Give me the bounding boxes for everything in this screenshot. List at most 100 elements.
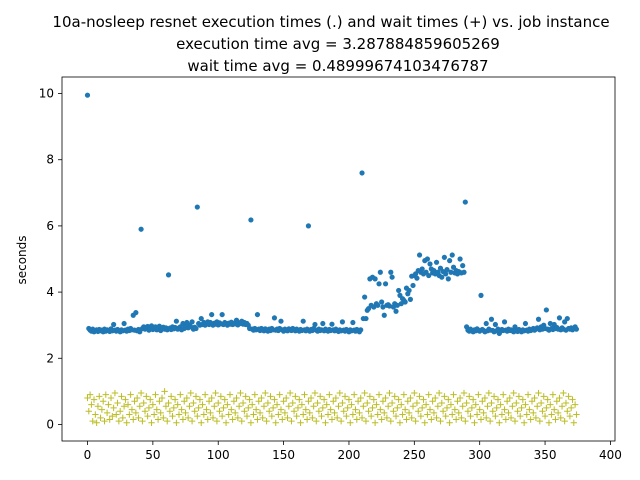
wait-time-point: [511, 417, 519, 425]
wait-time-point: [230, 398, 238, 405]
wait-time-point: [86, 391, 94, 398]
wait-time-point: [254, 416, 261, 423]
wait-time-point: [486, 417, 494, 425]
wait-time-point: [234, 414, 242, 422]
chart-title: 10a-nosleep resnet execution times (.) a…: [52, 13, 609, 75]
wait-time-point: [481, 394, 489, 402]
wait-time-point: [505, 409, 512, 417]
execution-time-point: [300, 318, 306, 324]
wait-time-point: [331, 409, 338, 417]
y-axis-label: seconds: [15, 235, 29, 284]
wait-time-point: [116, 408, 124, 415]
wait-time-point: [301, 391, 308, 398]
wait-time-point: [381, 409, 388, 417]
wait-time-point: [215, 399, 222, 407]
execution-time-point: [443, 271, 449, 277]
wait-time-point: [422, 401, 430, 408]
wait-time-point: [221, 396, 228, 403]
wait-time-point: [126, 411, 133, 418]
wait-time-point: [313, 417, 320, 425]
plot-area: [62, 77, 615, 441]
wait-time-point: [528, 398, 536, 405]
execution-time-point: [426, 272, 432, 279]
wait-time-point: [361, 389, 368, 397]
execution-time-point: [427, 261, 433, 267]
wait-time-point: [292, 393, 299, 400]
wait-time-point: [277, 406, 285, 413]
wait-time-point: [235, 403, 243, 410]
wait-time-point: [268, 412, 276, 420]
wait-time-point: [154, 416, 162, 423]
wait-time-point: [549, 391, 557, 398]
wait-time-point: [284, 414, 291, 422]
wait-time-point: [237, 389, 244, 397]
execution-time-point: [389, 274, 395, 280]
wait-time-point: [398, 401, 405, 408]
wait-time-point: [166, 408, 174, 415]
wait-time-point: [434, 403, 442, 410]
wait-time-point: [106, 416, 113, 423]
wait-time-point: [479, 398, 486, 405]
execution-time-point: [449, 252, 455, 258]
wait-time-point: [462, 417, 469, 425]
wait-time-point: [573, 411, 580, 418]
wait-time-point: [446, 419, 453, 426]
wait-time-point: [150, 411, 158, 418]
wait-time-point: [450, 391, 457, 398]
wait-time-point: [565, 393, 572, 400]
wait-time-point: [534, 403, 541, 410]
execution-time-point: [396, 287, 402, 294]
wait-time-point: [569, 396, 576, 403]
wait-time-point: [340, 408, 347, 415]
wait-time-point: [480, 409, 487, 417]
wait-time-point: [337, 417, 345, 425]
execution-time-point: [194, 204, 200, 210]
wait-time-point: [391, 393, 398, 400]
wait-time-point: [162, 403, 170, 410]
execution-time-point: [138, 226, 144, 232]
execution-time-point: [305, 223, 312, 229]
wait-time-point: [438, 399, 445, 407]
execution-time-point: [388, 269, 394, 275]
wait-time-point: [169, 412, 176, 420]
execution-time-point: [358, 327, 364, 333]
wait-time-point: [229, 416, 236, 423]
wait-time-point: [330, 398, 337, 405]
wait-time-point: [132, 409, 140, 417]
wait-time-point: [105, 401, 112, 408]
wait-time-point: [358, 414, 366, 422]
wait-time-point: [488, 399, 495, 407]
wait-time-point: [500, 391, 507, 398]
wait-time-point: [293, 412, 300, 420]
wait-time-point: [551, 406, 558, 413]
wait-time-point: [435, 389, 443, 397]
wait-time-point: [327, 406, 334, 413]
wait-time-point: [483, 414, 490, 422]
wait-time-point: [111, 389, 119, 397]
execution-time-point: [339, 319, 346, 325]
wait-time-point: [259, 414, 266, 422]
wait-time-point: [297, 419, 304, 426]
wait-time-point: [518, 404, 525, 412]
wait-time-point: [345, 396, 353, 403]
wait-time-point: [352, 406, 359, 413]
execution-time-point: [543, 307, 549, 313]
wait-time-point: [425, 391, 432, 398]
wait-time-point: [452, 416, 460, 423]
wait-time-point: [182, 409, 189, 417]
wait-time-point: [510, 389, 517, 397]
wait-time-point: [273, 401, 281, 408]
wait-time-point: [360, 403, 367, 410]
wait-time-point: [192, 393, 200, 400]
wait-time-point: [430, 409, 438, 417]
wait-time-point: [467, 412, 474, 420]
execution-time-point: [445, 276, 451, 282]
wait-time-point: [536, 417, 544, 425]
execution-time-point: [254, 311, 261, 318]
wait-time-point: [558, 403, 566, 410]
y-tick-label: 8: [46, 153, 54, 167]
execution-time-point: [441, 254, 447, 260]
wait-time-point: [379, 398, 387, 405]
wait-time-point: [390, 408, 397, 415]
execution-time-point: [501, 319, 508, 325]
